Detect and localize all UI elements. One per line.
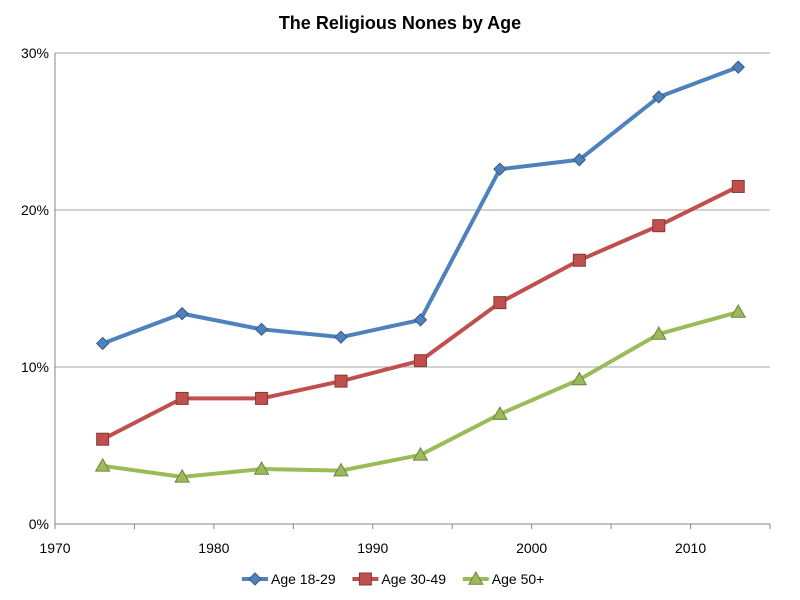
y-tick-label: 30% <box>21 45 49 61</box>
data-point <box>174 468 190 483</box>
data-point <box>253 461 270 475</box>
x-tick-label: 1980 <box>198 540 229 556</box>
data-point <box>334 330 348 344</box>
data-point <box>572 253 586 267</box>
legend-marker <box>358 572 372 586</box>
legend-item: Age 50+ <box>462 570 545 587</box>
axes: 0% 10% 20% 30% 1970 1980 1990 2000 2010 <box>21 45 771 556</box>
legend-item: Age 30-49 <box>352 571 446 587</box>
series-line <box>100 65 741 346</box>
chart-title: The Religious Nones by Age <box>279 13 521 33</box>
data-point <box>175 391 189 405</box>
data-point <box>413 313 428 327</box>
data-point <box>94 457 111 472</box>
legend-marker <box>248 572 262 586</box>
data-point <box>175 306 189 321</box>
data-point <box>334 374 348 388</box>
series-age-18-29 <box>95 60 745 351</box>
data-point <box>493 162 507 176</box>
series-line <box>100 184 741 442</box>
x-tick-label: 1970 <box>39 540 70 556</box>
data-point <box>492 406 508 420</box>
legend-label: Age 18-29 <box>271 571 336 587</box>
gridlines <box>55 52 770 368</box>
series-group <box>94 60 747 483</box>
legend-marker <box>467 570 484 585</box>
data-point <box>96 432 110 446</box>
data-point <box>731 60 745 74</box>
data-point <box>731 179 745 193</box>
data-point <box>413 354 427 368</box>
data-point <box>650 326 667 340</box>
data-point <box>333 462 349 477</box>
y-tick-label: 0% <box>29 516 49 532</box>
data-point <box>652 219 666 233</box>
data-point <box>652 90 666 104</box>
data-point <box>493 296 507 310</box>
data-point <box>255 391 269 405</box>
data-point <box>571 371 588 386</box>
y-tick-label: 20% <box>21 202 49 218</box>
legend-label: Age 30-49 <box>381 571 446 587</box>
data-point <box>730 304 747 318</box>
data-point <box>95 336 110 351</box>
legend: Age 18-29 Age 30-49 Age 50+ <box>242 570 545 587</box>
x-tick-label: 2000 <box>516 540 547 556</box>
data-point <box>412 446 429 461</box>
legend-label: Age 50+ <box>492 571 545 587</box>
x-tick-label: 2010 <box>675 540 706 556</box>
data-point <box>572 153 587 167</box>
x-tick-label: 1990 <box>357 540 388 556</box>
data-point <box>254 322 269 337</box>
y-tick-label: 10% <box>21 359 49 375</box>
series-age-30-49 <box>96 179 745 446</box>
series-age-50- <box>94 304 747 483</box>
legend-item: Age 18-29 <box>242 571 336 587</box>
